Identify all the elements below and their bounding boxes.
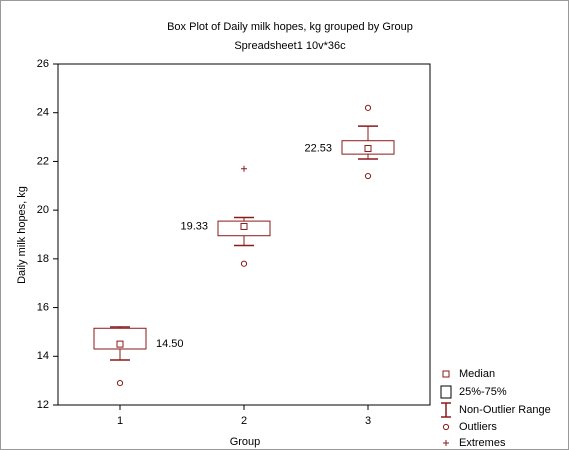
y-tick-label: 24 [37,107,49,119]
chart-subtitle: Spreadsheet1 10v*36c [234,40,346,52]
legend-icon [440,385,452,399]
box [341,140,395,155]
legend-label: Extremes [459,437,506,449]
y-tick-label: 16 [37,301,49,313]
outlier [240,260,248,267]
y-tick-label: 22 [37,155,49,167]
y-tick-label: 20 [37,204,49,216]
legend-label: Non-Outlier Range [459,404,551,416]
median-label: 22.53 [304,142,332,154]
median-label: 19.33 [180,220,208,232]
chart-title: Box Plot of Daily milk hopes, kg grouped… [167,21,413,33]
legend-label: 25%-75% [459,386,507,398]
legend-icon [442,370,450,378]
y-axis-label: Daily milk hopes, kg [16,186,28,284]
x-tick-label: 2 [241,415,247,427]
y-tick-label: 18 [37,253,49,265]
x-axis-label: Group [230,436,261,448]
median [240,222,248,230]
legend-icon [441,402,451,418]
x-tick-label: 1 [117,415,123,427]
y-tick-label: 26 [37,58,49,70]
outlier [364,104,372,111]
legend-label: Median [459,368,495,380]
extreme [241,165,247,172]
x-tick-label: 3 [365,415,371,427]
box [217,220,271,237]
outlier [364,172,372,180]
median-label: 14.50 [156,338,184,350]
legend-label: Outliers [459,421,497,433]
outlier [116,379,124,387]
median [364,145,372,153]
y-tick-label: 14 [37,350,49,362]
box [93,327,147,350]
legend-icon [442,423,450,431]
legend-icon [443,440,449,446]
y-tick-label: 12 [37,399,49,411]
median [116,340,124,348]
